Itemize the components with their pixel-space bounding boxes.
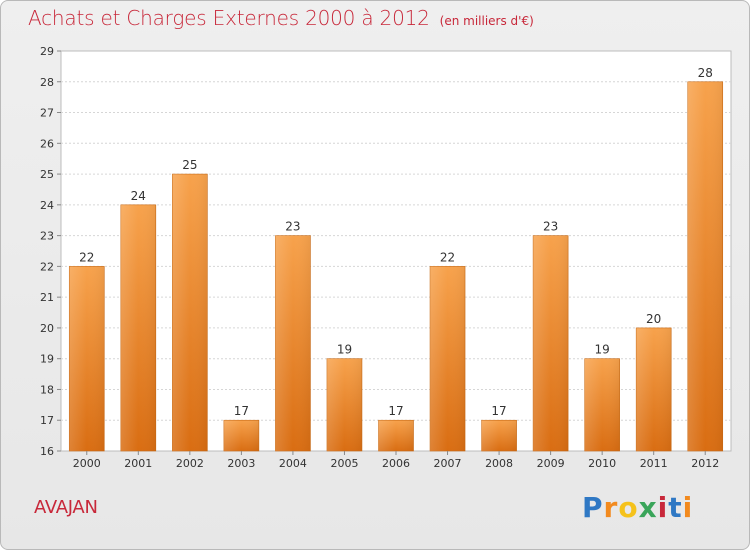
bar-shade <box>584 358 620 451</box>
chart-title: Achats et Charges Externes 2000 à 2012 <box>28 6 430 30</box>
y-tick-label: 24 <box>40 199 54 212</box>
x-tick-label: 2001 <box>124 457 152 470</box>
logo-letter: i <box>657 491 669 524</box>
bar-shade <box>223 420 259 451</box>
chart-subtitle: (en milliers d'€) <box>439 14 534 28</box>
bar-shade <box>378 420 414 451</box>
x-tick-label: 2005 <box>330 457 358 470</box>
x-tick-label: 2006 <box>382 457 410 470</box>
y-tick-label: 28 <box>40 76 54 89</box>
y-tick-label: 29 <box>40 45 54 58</box>
x-tick-label: 2003 <box>227 457 255 470</box>
bar-shade <box>69 266 105 451</box>
x-tick-label: 2011 <box>640 457 668 470</box>
logo-letter: o <box>618 491 639 524</box>
commune-name: AVAJAN <box>34 497 98 518</box>
y-tick-label: 23 <box>40 230 54 243</box>
bar-value-label: 20 <box>646 312 661 326</box>
bar-value-label: 19 <box>337 343 352 357</box>
bar-shade <box>430 266 466 451</box>
y-tick-label: 18 <box>40 383 54 396</box>
bar-value-label: 22 <box>440 250 455 264</box>
bar-shade <box>275 235 311 451</box>
bar-value-label: 23 <box>543 220 558 234</box>
bar-shade <box>481 420 517 451</box>
y-tick-label: 20 <box>40 322 54 335</box>
logo-letter: t <box>668 491 683 524</box>
bar-shade <box>172 174 208 452</box>
bar-shade <box>326 358 362 451</box>
y-tick-label: 27 <box>40 107 54 120</box>
x-tick-label: 2004 <box>279 457 307 470</box>
bar-value-label: 17 <box>491 404 506 418</box>
bar-shade <box>687 81 723 452</box>
bar-shade <box>120 204 156 451</box>
bar-shade <box>636 327 672 451</box>
logo-letter: x <box>638 491 658 524</box>
y-tick-label: 21 <box>40 291 54 304</box>
bar-value-label: 28 <box>698 66 713 80</box>
x-tick-label: 2010 <box>588 457 616 470</box>
bar-value-label: 17 <box>234 404 249 418</box>
bar-value-label: 25 <box>182 158 197 172</box>
bar-value-label: 19 <box>595 343 610 357</box>
x-tick-label: 2000 <box>73 457 101 470</box>
logo-letter: i <box>682 491 694 524</box>
y-tick-label: 17 <box>40 414 54 427</box>
x-axis: 2000 2001 2002 2003 2004 2005 2006 2007 2008 2009… <box>73 451 719 470</box>
y-tick-label: 22 <box>40 260 54 273</box>
x-tick-label: 2007 <box>434 457 462 470</box>
bars: 22 24 25 17 23 19 17 22 17 23 19 20 28 <box>68 66 724 452</box>
plot-area <box>60 50 732 452</box>
logo-letter: r <box>603 491 619 524</box>
x-tick-label: 2012 <box>691 457 719 470</box>
x-tick-label: 2009 <box>537 457 565 470</box>
y-tick-label: 26 <box>40 137 54 150</box>
y-tick-label: 19 <box>40 353 54 366</box>
y-tick-label: 16 <box>40 445 54 458</box>
x-tick-label: 2002 <box>176 457 204 470</box>
logo-letter: P <box>582 491 604 524</box>
x-tick-label: 2008 <box>485 457 513 470</box>
proxiti-logo: Proxiti <box>582 491 693 524</box>
bar-shade <box>533 235 569 451</box>
bar-value-label: 24 <box>131 189 146 203</box>
y-tick-label: 25 <box>40 168 54 181</box>
y-axis: 16 17 18 19 20 21 22 23 24 25 26 27 28 29 <box>40 45 61 458</box>
bar-value-label: 23 <box>285 220 300 234</box>
chart-title-block: Achats et Charges Externes 2000 à 2012 (e… <box>28 6 534 30</box>
bar-value-label: 17 <box>388 404 403 418</box>
bar-value-label: 22 <box>79 250 94 264</box>
